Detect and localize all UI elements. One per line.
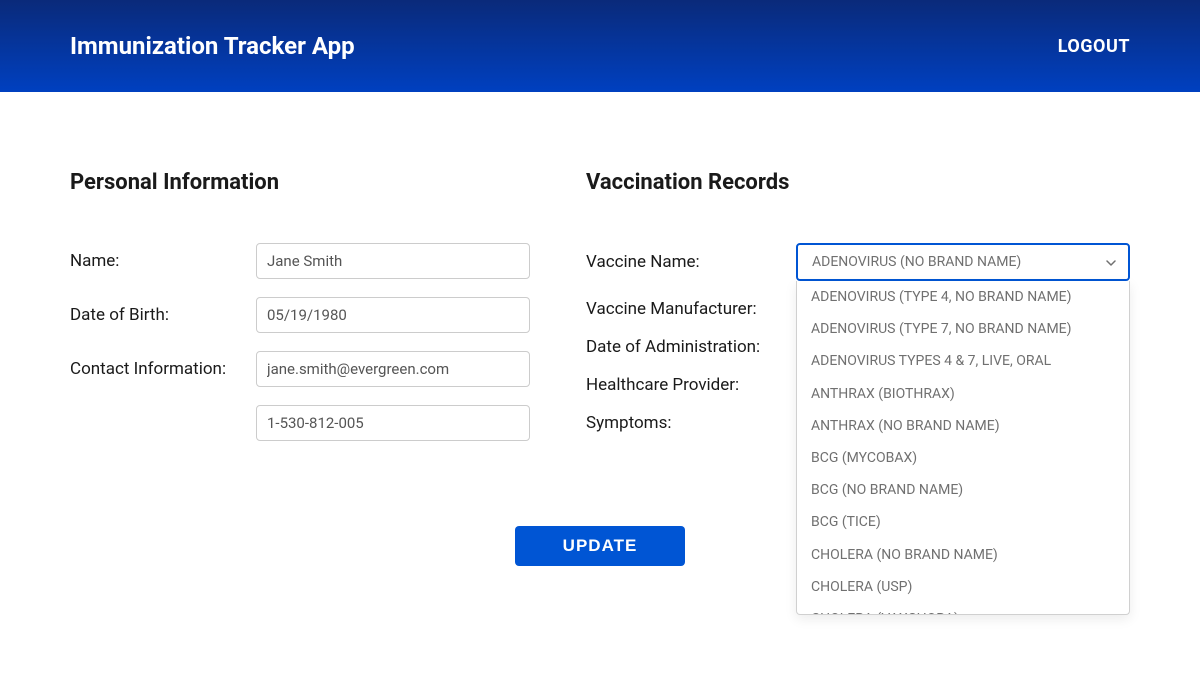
- email-input[interactable]: [256, 351, 530, 387]
- vaccine-name-label: Vaccine Name:: [586, 252, 796, 272]
- dropdown-item[interactable]: ADENOVIRUS TYPES 4 & 7, LIVE, ORAL: [797, 345, 1129, 377]
- update-button[interactable]: UPDATE: [515, 526, 685, 566]
- name-input[interactable]: [256, 243, 530, 279]
- manufacturer-label: Vaccine Manufacturer:: [586, 299, 796, 319]
- dropdown-item[interactable]: BCG (MYCOBAX): [797, 442, 1129, 474]
- dob-row: Date of Birth:: [70, 297, 530, 333]
- vaccination-column: Vaccination Records Vaccine Name: ADENOV…: [586, 170, 1130, 457]
- dropdown-item[interactable]: CHOLERA (VAXCHORA): [797, 603, 1129, 615]
- vaccine-dropdown-scroll[interactable]: ADENOVIRUS (TYPE 4, NO BRAND NAME) ADENO…: [797, 281, 1129, 615]
- dropdown-item[interactable]: BCG (TICE): [797, 506, 1129, 538]
- dropdown-item[interactable]: ANTHRAX (NO BRAND NAME): [797, 410, 1129, 442]
- phone-input[interactable]: [256, 405, 530, 441]
- vaccine-select-wrapper: ADENOVIRUS (NO BRAND NAME) ADENOVIRUS (T…: [796, 243, 1130, 281]
- dropdown-item[interactable]: BCG (NO BRAND NAME): [797, 474, 1129, 506]
- dropdown-item[interactable]: CHOLERA (NO BRAND NAME): [797, 539, 1129, 571]
- vaccine-name-row: Vaccine Name: ADENOVIRUS (NO BRAND NAME)…: [586, 243, 1130, 281]
- phone-row: [70, 405, 530, 441]
- name-label: Name:: [70, 251, 256, 271]
- vaccine-selected-text: ADENOVIRUS (NO BRAND NAME): [812, 254, 1021, 270]
- admin-date-label: Date of Administration:: [586, 337, 796, 357]
- vaccine-dropdown: ADENOVIRUS (TYPE 4, NO BRAND NAME) ADENO…: [796, 281, 1130, 615]
- name-row: Name:: [70, 243, 530, 279]
- symptoms-label: Symptoms:: [586, 413, 796, 433]
- vaccination-section-title: Vaccination Records: [586, 170, 1130, 195]
- chevron-down-icon: [1106, 254, 1116, 270]
- dropdown-item[interactable]: ADENOVIRUS (TYPE 4, NO BRAND NAME): [797, 281, 1129, 313]
- contact-label: Contact Information:: [70, 359, 256, 379]
- personal-section-title: Personal Information: [70, 170, 530, 195]
- dob-input[interactable]: [256, 297, 530, 333]
- app-title: Immunization Tracker App: [70, 32, 355, 60]
- contact-row: Contact Information:: [70, 351, 530, 387]
- provider-label: Healthcare Provider:: [586, 375, 796, 395]
- main-content: Personal Information Name: Date of Birth…: [0, 92, 1200, 457]
- logout-button[interactable]: LOGOUT: [1058, 36, 1130, 57]
- dob-label: Date of Birth:: [70, 305, 256, 325]
- dropdown-item[interactable]: ADENOVIRUS (TYPE 7, NO BRAND NAME): [797, 313, 1129, 345]
- app-header: Immunization Tracker App LOGOUT: [0, 0, 1200, 92]
- dropdown-item[interactable]: CHOLERA (USP): [797, 571, 1129, 603]
- personal-info-column: Personal Information Name: Date of Birth…: [70, 170, 530, 457]
- dropdown-item[interactable]: ANTHRAX (BIOTHRAX): [797, 378, 1129, 410]
- vaccine-select[interactable]: ADENOVIRUS (NO BRAND NAME): [796, 243, 1130, 281]
